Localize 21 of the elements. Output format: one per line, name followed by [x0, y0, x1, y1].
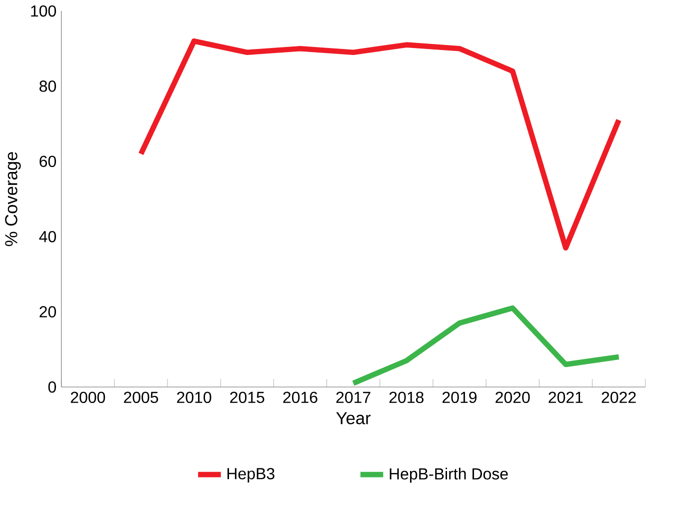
- x-tick-label: 2021: [548, 392, 583, 404]
- y-tick-label: 40: [39, 230, 56, 242]
- x-tick-label: 2020: [496, 392, 530, 404]
- y-axis-title: % Coverage: [5, 152, 21, 246]
- x-tick-label: 2018: [389, 392, 424, 404]
- y-tick-label: 60: [40, 156, 56, 168]
- y-tick-label: 80: [40, 80, 56, 92]
- x-tick-label: 2016: [283, 392, 318, 404]
- legend-label: HepB3: [228, 468, 274, 483]
- x-tick-label: 2019: [442, 392, 477, 404]
- x-tick-label: 2015: [230, 392, 264, 404]
- x-axis-title: Year: [336, 412, 371, 424]
- legend-label: HepB-Birth Dose: [390, 468, 508, 483]
- x-tick-label: 2017: [336, 392, 370, 404]
- y-tick-label: 100: [31, 5, 56, 17]
- x-tick-label: 2000: [70, 392, 106, 404]
- x-tick-label: 2005: [124, 392, 158, 404]
- y-tick-label: 0: [48, 381, 56, 393]
- x-tick-label: 2010: [177, 392, 212, 404]
- y-tick-label: 20: [40, 306, 56, 318]
- x-tick-label: 2022: [602, 392, 636, 404]
